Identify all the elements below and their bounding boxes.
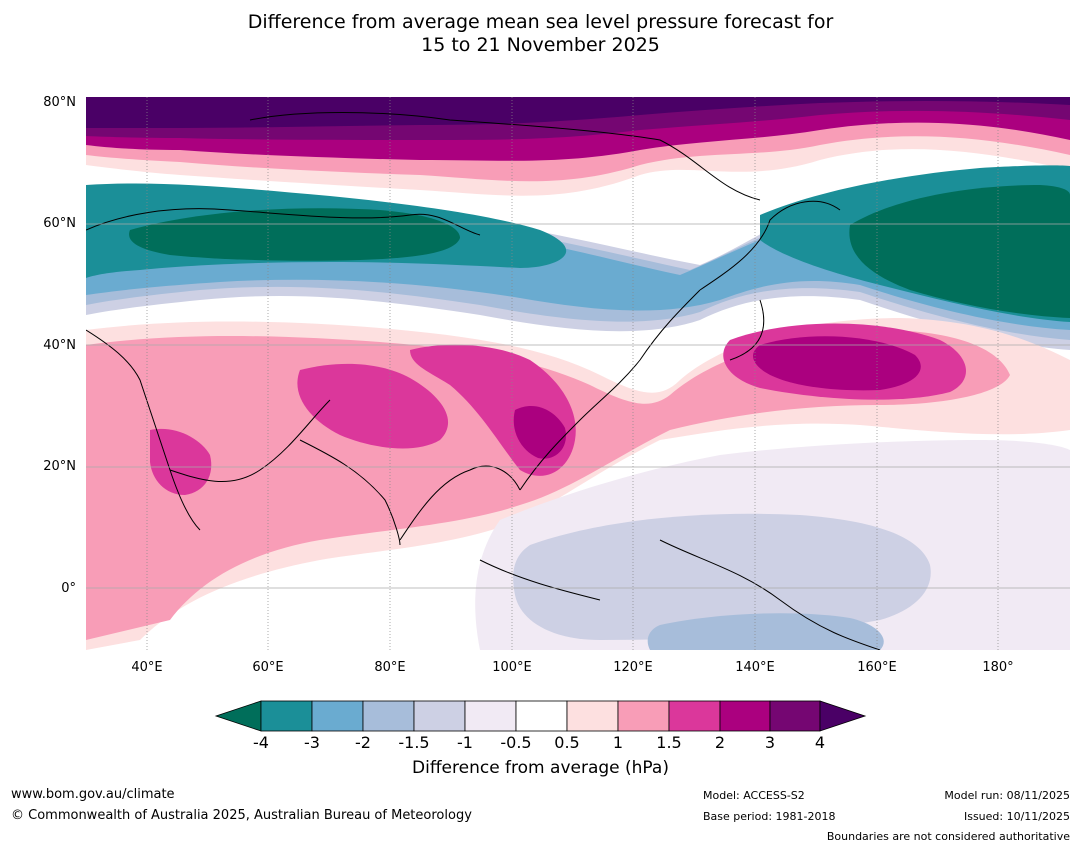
colorbar-bin-5 (515, 700, 568, 732)
coastlines (86, 112, 881, 650)
colorbar-label: Difference from average (hPa) (412, 758, 669, 778)
copyright-text: © Commonwealth of Australia 2025, Austra… (11, 808, 472, 823)
midlat-negative-darkgreen-west (129, 208, 460, 261)
lon-label-180: 180° (982, 660, 1014, 675)
colorbar-bin-1 (311, 700, 364, 732)
base-period-text: Base period: 1981-2018 (703, 810, 836, 823)
colorbar-bin-7 (617, 700, 670, 732)
colorbar-tick: -1.5 (398, 733, 430, 752)
colorbar-bin-8 (668, 700, 721, 732)
lat-label-20n: 20°N (43, 459, 76, 474)
model-run-text: Model run: 08/11/2025 (944, 789, 1070, 802)
lon-label-40e: 40°E (131, 660, 163, 675)
boundaries-disclaimer: Boundaries are not considered authoritat… (826, 830, 1070, 843)
colorbar-tick: -0.5 (500, 733, 532, 752)
graticule (146, 97, 999, 650)
lon-label-160e: 160°E (857, 660, 897, 675)
colorbar-tick: 1.5 (656, 733, 682, 752)
colorbar-under-arrow (214, 700, 262, 732)
tropics-negative-mid (513, 513, 931, 640)
colorbar-bin-2 (362, 700, 415, 732)
colorbar-tick: 2 (714, 733, 726, 752)
colorbar-bin-10 (769, 700, 821, 732)
midlat-negative-darkgreen-east (849, 185, 1070, 318)
issued-text: Issued: 10/11/2025 (963, 810, 1070, 823)
lon-label-100e: 100°E (492, 660, 532, 675)
lat-label-40n: 40°N (43, 338, 76, 353)
colorbar-bin-9 (719, 700, 771, 732)
bom-url-link[interactable]: www.bom.gov.au/climate (11, 787, 175, 802)
colorbar-tick: 0.5 (554, 733, 580, 752)
subtropical-positive-darkmagenta-japan (753, 336, 921, 391)
subtropical-positive-darkmagenta-china (513, 406, 566, 459)
colorbar-tick: -4 (253, 733, 269, 752)
lat-label-80n: 80°N (43, 95, 76, 110)
colorbar-bin-3 (413, 700, 466, 732)
colorbar-tick: -3 (304, 733, 320, 752)
lat-label-0: 0° (61, 581, 76, 596)
colorbar-tick: 4 (814, 733, 826, 752)
pressure-anomaly-map (86, 97, 1070, 650)
graticule-latitudes (86, 223, 1070, 589)
subtropical-positive-magenta-central (297, 363, 449, 449)
lon-label-120e: 120°E (613, 660, 653, 675)
colorbar-over-arrow (819, 700, 867, 732)
subtropical-positive-magenta-west (150, 428, 212, 495)
map-title-line2: 15 to 21 November 2025 (421, 34, 660, 56)
tropics-negative-blue (647, 613, 884, 650)
arctic-dark (86, 97, 1070, 128)
lon-label-140e: 140°E (735, 660, 775, 675)
lon-label-60e: 60°E (252, 660, 284, 675)
colorbar-tick: -1 (457, 733, 473, 752)
colorbar-bin-0 (260, 700, 313, 732)
colorbar-tick: 1 (612, 733, 624, 752)
model-text: Model: ACCESS-S2 (703, 789, 805, 802)
lon-label-80e: 80°E (374, 660, 406, 675)
colorbar-tick: -2 (355, 733, 371, 752)
lat-label-60n: 60°N (43, 216, 76, 231)
colorbar-bin-4 (464, 700, 517, 732)
colorbar-bin-6 (566, 700, 619, 732)
map-title-line1: Difference from average mean sea level p… (247, 11, 834, 33)
colorbar-tick: 3 (764, 733, 776, 752)
